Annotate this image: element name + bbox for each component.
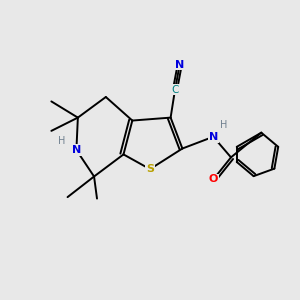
- Text: S: S: [146, 164, 154, 174]
- Text: O: O: [208, 174, 218, 184]
- Text: H: H: [58, 136, 65, 146]
- Text: N: N: [175, 60, 184, 70]
- Text: H: H: [220, 120, 227, 130]
- Text: C: C: [171, 85, 179, 94]
- Text: N: N: [209, 132, 218, 142]
- Text: N: N: [72, 145, 81, 155]
